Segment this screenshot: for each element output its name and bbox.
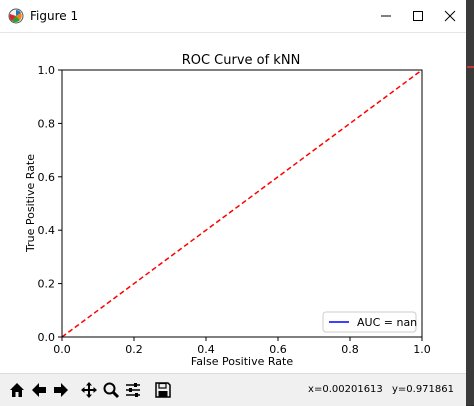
legend-label-auc: AUC = nan: [357, 316, 417, 329]
y-axis-ticks: 0.0 0.2 0.4 0.6 0.8 1.0: [38, 64, 62, 344]
close-icon: [444, 10, 456, 22]
save-icon: [155, 382, 171, 398]
x-tick-label: 0.6: [269, 343, 287, 356]
background-window-edge: [466, 0, 474, 405]
background-window-accent: [467, 66, 474, 68]
x-tick-label: 0.2: [125, 343, 143, 356]
configure-subplots-icon: [126, 383, 140, 397]
title-bar: Figure 1: [0, 0, 466, 33]
x-coordinate-readout: x=0.00201613: [308, 384, 383, 395]
y-tick-label: 1.0: [38, 64, 56, 77]
y-tick-label: 0.8: [38, 117, 56, 130]
zoom-icon: [103, 382, 120, 399]
legend: AUC = nan: [322, 311, 417, 333]
pan-button[interactable]: [78, 379, 100, 401]
y-tick-label: 0.2: [38, 278, 56, 291]
home-icon: [10, 383, 24, 397]
y-tick-label: 0.4: [38, 224, 56, 237]
pan-icon: [81, 382, 97, 398]
y-tick-label: 0.6: [38, 171, 56, 184]
window-title: Figure 1: [30, 9, 79, 23]
figure-canvas[interactable]: ROC Curve of kNN 0.0 0.2 0.4 0.6 0.8 1.0 0.0 0…: [0, 33, 466, 373]
forward-icon: [54, 383, 68, 397]
back-button[interactable]: [28, 379, 50, 401]
forward-button[interactable]: [50, 379, 72, 401]
x-tick-label: 0.0: [53, 343, 71, 356]
x-tick-label: 1.0: [413, 343, 431, 356]
minimize-icon: [381, 15, 391, 17]
navigation-toolbar: x=0.00201613 y=0.971861: [0, 373, 466, 406]
minimize-button[interactable]: [366, 0, 406, 32]
home-button[interactable]: [6, 379, 28, 401]
x-axis-label: False Positive Rate: [191, 355, 293, 368]
configure-subplots-button[interactable]: [122, 379, 144, 401]
back-icon: [32, 383, 46, 397]
chart-title: ROC Curve of kNN: [182, 53, 301, 68]
x-tick-label: 0.4: [197, 343, 215, 356]
x-axis-ticks: 0.0 0.2 0.4 0.6 0.8 1.0: [53, 337, 431, 356]
y-coordinate-readout: y=0.971861: [391, 384, 454, 395]
close-button[interactable]: [430, 0, 470, 32]
maximize-button[interactable]: [398, 0, 438, 32]
x-tick-label: 0.8: [341, 343, 359, 356]
save-button[interactable]: [152, 379, 174, 401]
legend-box: [322, 311, 417, 333]
y-axis-label: True Positive Rate: [24, 154, 37, 253]
series-line-1: [61, 69, 423, 338]
zoom-button[interactable]: [100, 379, 122, 401]
axes-frame: [61, 69, 423, 338]
matplotlib-app-icon: [8, 8, 24, 24]
y-tick-label: 0.0: [38, 331, 56, 344]
roc-chart[interactable]: ROC Curve of kNN 0.0 0.2 0.4 0.6 0.8 1.0 0.00…: [0, 33, 466, 373]
plot-area: [61, 69, 423, 338]
cursor-coordinates: x=0.00201613 y=0.971861: [302, 384, 454, 395]
maximize-icon: [413, 11, 423, 21]
